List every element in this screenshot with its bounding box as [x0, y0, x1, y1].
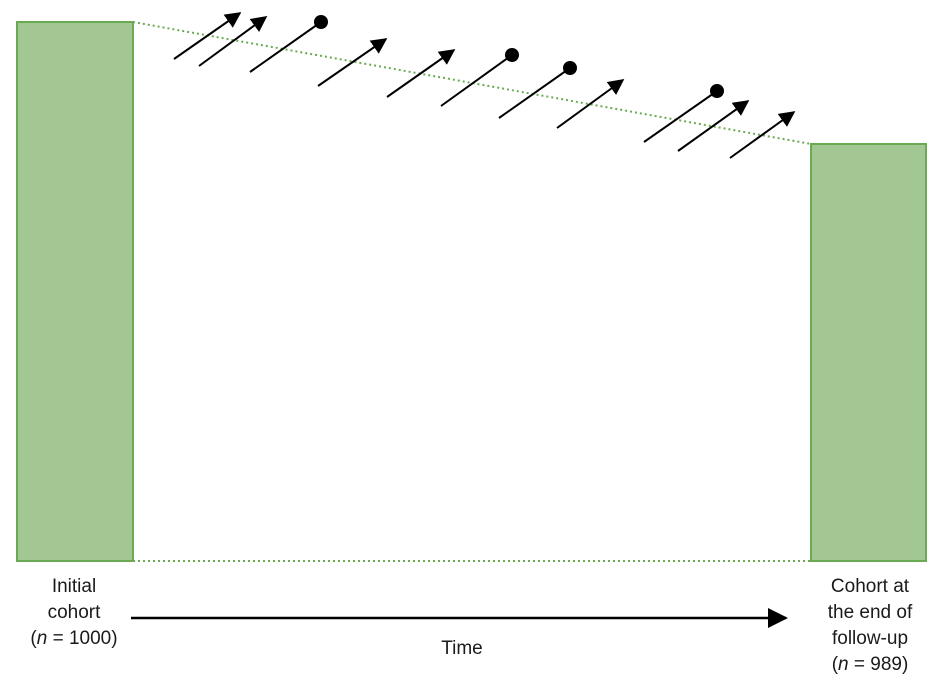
arrow-icon [556, 79, 625, 129]
final-cohort-line3: follow-up [831, 628, 909, 649]
initial-cohort-caption: Initial cohort (n = 1000) [4, 574, 144, 652]
initial-cohort-line1: Initial [51, 576, 97, 597]
time-axis-label: Time [441, 638, 483, 659]
final-cohort-line1: Cohort at [830, 576, 910, 597]
dot-terminated-arrow-icon [498, 67, 571, 119]
arrow-icon [386, 49, 456, 98]
arrow-icon [198, 16, 268, 67]
final-cohort-caption: Cohort at the end of follow-up (n = 989) [800, 574, 940, 678]
dot-exits [249, 15, 724, 143]
initial-cohort-bar [16, 21, 134, 562]
dot-icon [505, 48, 519, 62]
initial-cohort-count: (n = 1000) [30, 628, 118, 649]
initial-cohort-line2: cohort [47, 602, 101, 623]
dot-terminated-arrow-icon [249, 21, 322, 73]
arrow-icon [317, 38, 388, 87]
arrow-icon [173, 12, 242, 60]
dot-terminated-arrow-icon [440, 54, 513, 107]
arrow-icon [677, 100, 750, 152]
dot-icon [314, 15, 328, 29]
exit-arrows [173, 12, 796, 159]
dot-terminated-arrow-icon [643, 90, 718, 143]
final-cohort-line2: the end of [827, 602, 913, 623]
dot-icon [563, 61, 577, 75]
final-cohort-bar [810, 143, 927, 562]
dot-icon [710, 84, 724, 98]
final-cohort-count: (n = 989) [831, 654, 909, 675]
arrow-icon [729, 111, 796, 159]
